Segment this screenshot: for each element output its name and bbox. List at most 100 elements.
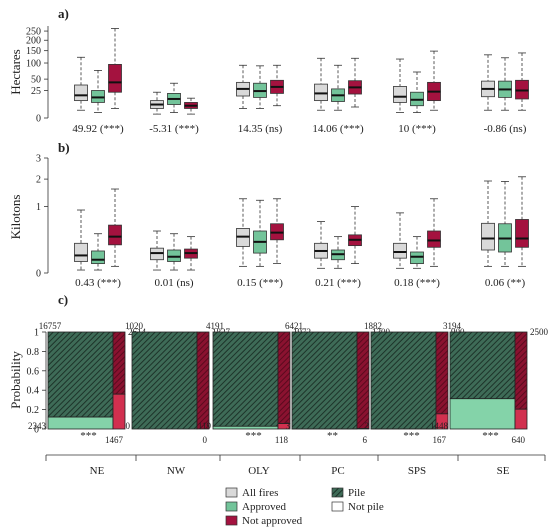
- bar-approved-pile: [131, 331, 198, 430]
- count-not-approved-not-pile: 167: [433, 435, 447, 445]
- count-not-approved-pile: 2500: [530, 327, 549, 337]
- group-annotation: -5.31 (***): [149, 123, 199, 135]
- y-tick-label: 0.8: [27, 347, 40, 358]
- count-approved-not-pile: 0: [126, 421, 131, 431]
- group-annotation: 0.06 (**): [485, 277, 526, 289]
- box-body: [74, 84, 88, 102]
- y-tick-label: 50: [31, 75, 41, 86]
- bar-not-approved-pile: [514, 331, 528, 410]
- legend-label-approved: Approved: [242, 501, 286, 513]
- y-tick-label: 0: [36, 269, 41, 280]
- legend-swatch-all-fires: [225, 487, 238, 498]
- bar-not-approved-pile: [277, 331, 291, 424]
- panel-a-boxes: [74, 28, 529, 115]
- y-tick-label: 1: [34, 328, 39, 339]
- bar-not-approved-pile: [435, 331, 449, 415]
- panel-b-label: b): [58, 140, 70, 155]
- panel-b-annotations: 0.43 (***) 0.01 (ns) 0.15 (***) 0.21 (***) 0…: [75, 277, 525, 289]
- bar-approved-not-pile: [212, 425, 279, 430]
- count-approved-not-pile: 119: [198, 421, 212, 431]
- significance-marker: ***: [482, 430, 499, 442]
- panel-c-y-axis: 0 0.2 0.4 0.6 0.8 1: [27, 328, 47, 436]
- count-approved-not-pile: 1448: [430, 421, 449, 431]
- legend-label-not-pile: Not pile: [348, 501, 384, 513]
- significance-marker: ***: [80, 430, 97, 442]
- box-body: [393, 242, 407, 259]
- bar-approved-pile: [291, 331, 358, 430]
- count-approved-pile: 6421: [285, 321, 303, 331]
- y-tick-label: 0.2: [27, 405, 40, 416]
- bar-approved-pile: [370, 331, 437, 430]
- box-body: [427, 230, 441, 248]
- box-body: [515, 219, 529, 248]
- x-tick-label: NW: [167, 465, 186, 477]
- box-body: [481, 222, 495, 251]
- y-tick-label: 1: [36, 202, 41, 213]
- legend: All fires Approved Not approved Pile Not…: [225, 487, 384, 527]
- x-tick-label: PC: [331, 465, 344, 477]
- legend-swatch-not-approved: [225, 515, 238, 526]
- significance-marker: **: [327, 430, 338, 442]
- group-annotation: -0.86 (ns): [484, 123, 527, 135]
- x-tick-label: NE: [90, 465, 105, 477]
- panel-c: c) Probability 0 0.2 0.4 0.6 0.8 1 16757 2343 2…: [8, 292, 549, 477]
- count-approved-pile: 3194: [443, 321, 462, 331]
- legend-label-all-fires: All fires: [242, 487, 278, 499]
- significance-marker: ***: [403, 430, 420, 442]
- group-annotation: 0.18 (***): [394, 277, 440, 289]
- box-body: [410, 251, 424, 265]
- box-body: [91, 250, 105, 265]
- legend-label-not-approved: Not approved: [242, 515, 303, 527]
- y-tick-label: 100: [26, 59, 41, 70]
- bar-not-approved-pile: [356, 331, 370, 429]
- panel-a-annotations: 49.92 (***) -5.31 (***) 14.35 (ns) 14.06 (*…: [72, 123, 526, 135]
- box-body: [74, 242, 88, 262]
- bar-approved-not-pile: [47, 416, 114, 430]
- group-annotation: 0.21 (***): [315, 277, 361, 289]
- y-tick-label: 200: [26, 36, 41, 47]
- bar-not-approved-pile: [112, 331, 126, 395]
- bar-not-approved-pile: [196, 331, 210, 430]
- y-tick-label: 2: [36, 175, 41, 186]
- y-tick-label: 0.6: [27, 366, 40, 377]
- count-not-approved-not-pile: 640: [512, 435, 526, 445]
- legend-label-pile: Pile: [348, 487, 365, 499]
- box-body: [314, 83, 328, 102]
- bar-not-approved-not-pile: [112, 393, 126, 430]
- x-tick-label: OLY: [248, 465, 270, 477]
- group-annotation: 0.15 (***): [237, 277, 283, 289]
- count-approved-pile: 4191: [206, 321, 224, 331]
- bar-approved-pile: [449, 331, 516, 400]
- panel-a-ylabel: Hectares: [8, 49, 23, 94]
- count-not-approved-not-pile: 6: [363, 435, 368, 445]
- y-tick-label: 0: [36, 114, 41, 125]
- legend-swatch-not-pile: [331, 501, 344, 512]
- count-approved-pile: 1020: [125, 321, 144, 331]
- group-annotation: 10 (***): [398, 123, 436, 135]
- y-tick-label: 250: [26, 27, 41, 38]
- y-tick-label: 0.4: [27, 386, 40, 397]
- legend-swatch-pile: [331, 487, 344, 498]
- panel-c-x-axis: NE NW OLY PC SPS SE: [45, 454, 546, 477]
- group-annotation: 14.06 (***): [312, 123, 364, 135]
- group-annotation: 49.92 (***): [72, 123, 124, 135]
- panel-c-ylabel: Probability: [8, 351, 23, 409]
- count-approved-pile: 1882: [364, 321, 382, 331]
- panel-a-label: a): [58, 6, 69, 21]
- box-body: [108, 64, 122, 93]
- count-not-approved-not-pile: 118: [275, 435, 289, 445]
- group-annotation: 0.01 (ns): [154, 277, 193, 289]
- legend-swatch-approved: [225, 501, 238, 512]
- bar-approved-pile: [212, 331, 279, 427]
- count-approved-not-pile: 3: [286, 421, 291, 431]
- panel-b-boxes: [74, 176, 529, 271]
- bar-not-approved-not-pile: [435, 413, 449, 430]
- count-not-approved-not-pile: 0: [203, 435, 208, 445]
- count-not-approved-not-pile: 1467: [105, 435, 124, 445]
- count-approved-pile: 16757: [39, 321, 62, 331]
- panel-c-bars: 16757234326141467***10200182704191119197…: [28, 321, 549, 445]
- panel-b-y-axis: 0 1 2 3: [36, 154, 49, 280]
